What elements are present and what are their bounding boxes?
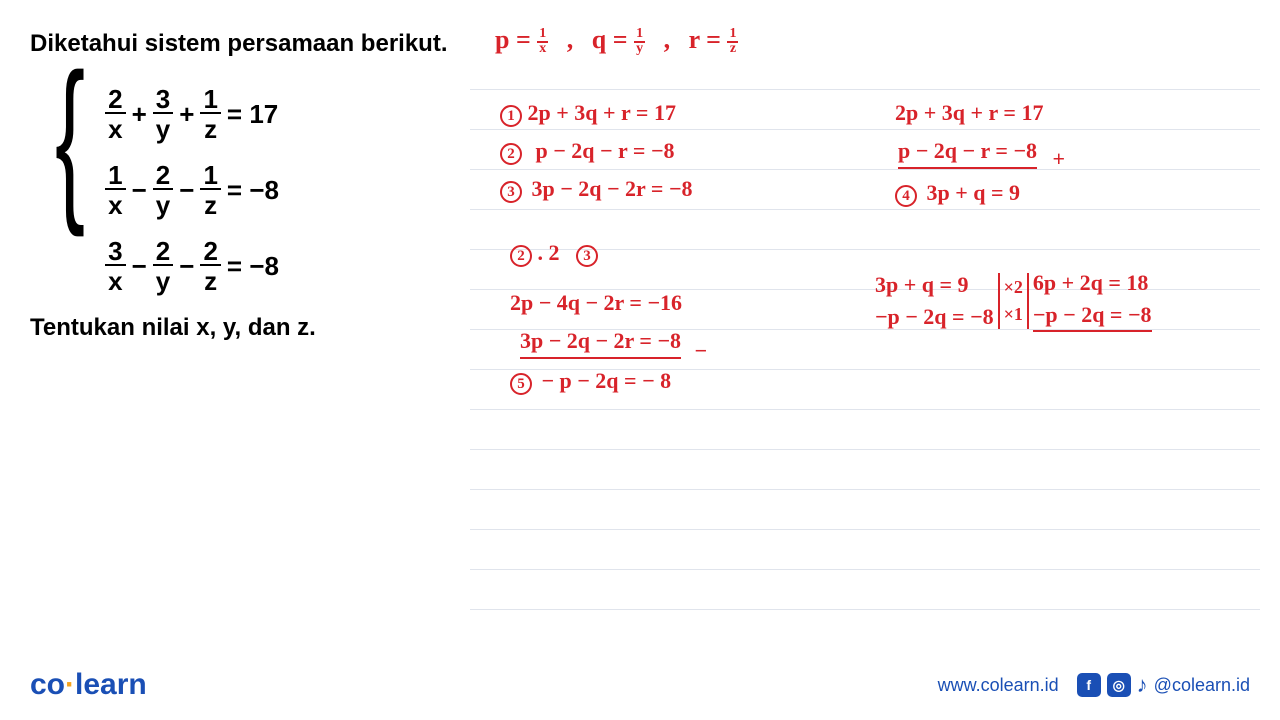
vertical-bar-icon: [998, 273, 1000, 329]
op: −: [132, 175, 147, 206]
frac-num: 2: [153, 238, 173, 266]
circled-num-icon: 1: [500, 105, 522, 127]
eq-text: −p − 2q = −8: [1033, 302, 1152, 332]
hw-l4: 2p − 4q − 2r = −16: [510, 290, 682, 316]
op: −: [179, 251, 194, 282]
step-label: 2 . 2 3: [510, 240, 598, 267]
hw-l6: 5 − p − 2q = − 8: [510, 368, 671, 395]
circled-num-icon: 4: [895, 185, 917, 207]
circled-num-icon: 3: [500, 181, 522, 203]
logo-learn: learn: [75, 668, 147, 701]
op: −: [132, 251, 147, 282]
footer: co·learn www.colearn.id f ◎ ♪ @colearn.i…: [30, 668, 1250, 702]
r-label: r =: [689, 25, 721, 54]
eq-text: p − 2q − r = −8: [536, 138, 675, 163]
rt-l3: 4 3p + q = 9: [895, 180, 1020, 207]
hw-eq-2: 2 p − 2q − r = −8: [500, 138, 674, 165]
socials: f ◎ ♪ @colearn.id: [1077, 672, 1250, 698]
substitution-line: p = 1x , q = 1y , r = 1z: [495, 25, 738, 56]
frac-num: 3: [153, 86, 173, 114]
problem-title: Diketahui sistem persamaan berikut.: [30, 30, 470, 58]
frac-den: z: [204, 266, 217, 294]
eq-text: 3p − 2q − 2r = −8: [520, 328, 681, 359]
frac-den: x: [539, 43, 546, 56]
comma: ,: [664, 25, 671, 54]
eq-text: 3p − 2q − 2r = −8: [532, 176, 693, 201]
logo-dot-icon: ·: [65, 668, 75, 701]
vertical-bar-icon: [1027, 273, 1029, 329]
frac-den: z: [204, 190, 217, 218]
q-label: q =: [592, 25, 628, 54]
frac-den: y: [636, 43, 643, 56]
frac-den: x: [108, 114, 122, 142]
equation-2: 1x − 2y − 1z = −8: [105, 162, 279, 218]
circled-num-icon: 2: [500, 143, 522, 165]
eq-text: − p − 2q = − 8: [542, 368, 672, 393]
hw-l5: 3p − 2q − 2r = −8 −: [520, 328, 707, 359]
step-dot: . 2: [538, 240, 560, 265]
facebook-icon[interactable]: f: [1077, 673, 1101, 697]
rhs: = 17: [227, 99, 278, 130]
footer-right: www.colearn.id f ◎ ♪ @colearn.id: [938, 672, 1250, 698]
frac-num: 3: [105, 238, 125, 266]
hw-eq-1: 1 2p + 3q + r = 17: [500, 100, 676, 127]
eq-text: −p − 2q = −8: [875, 304, 994, 330]
frac-num: 1: [105, 162, 125, 190]
social-handle[interactable]: @colearn.id: [1154, 675, 1250, 696]
instagram-icon[interactable]: ◎: [1107, 673, 1131, 697]
plus-sign: +: [1052, 146, 1065, 171]
comma: ,: [567, 25, 574, 54]
op: +: [132, 99, 147, 130]
frac-den: y: [156, 114, 170, 142]
rhs: = −8: [227, 251, 279, 282]
frac-num: 2: [200, 238, 220, 266]
frac-num: 1: [200, 162, 220, 190]
equation-1: 2x + 3y + 1z = 17: [105, 86, 279, 142]
p-label: p =: [495, 25, 531, 54]
rt-l1: 2p + 3q + r = 17: [895, 100, 1043, 126]
equations: 2x + 3y + 1z = 17 1x − 2y − 1z = −8 3x −…: [105, 86, 279, 294]
find-text: Tentukan nilai x, y, dan z.: [30, 314, 470, 342]
frac-num: 1: [200, 86, 220, 114]
frac-den: z: [730, 43, 736, 56]
frac-den: x: [108, 190, 122, 218]
frac-den: y: [156, 266, 170, 294]
circled-num-icon: 5: [510, 373, 532, 395]
hw-eq-3: 3 3p − 2q − 2r = −8: [500, 176, 692, 203]
rt-l2: p − 2q − r = −8 +: [898, 138, 1065, 169]
equation-3: 3x − 2y − 2z = −8: [105, 238, 279, 294]
brace-left: {: [55, 61, 85, 214]
equation-system: { 2x + 3y + 1z = 17 1x − 2y − 1z = −8 3x…: [40, 76, 470, 294]
rhs: = −8: [227, 175, 279, 206]
op: +: [179, 99, 194, 130]
frac-num: 2: [105, 86, 125, 114]
eq-text: p − 2q − r = −8: [898, 138, 1037, 169]
problem-area: Diketahui sistem persamaan berikut. { 2x…: [30, 30, 470, 342]
circled-num-icon: 3: [576, 245, 598, 267]
circled-num-icon: 2: [510, 245, 532, 267]
frac-num: 2: [153, 162, 173, 190]
frac-den: z: [204, 114, 217, 142]
eq-text: 3p + q = 9: [927, 180, 1021, 205]
frac-den: x: [108, 266, 122, 294]
rb-block: 3p + q = 9 −p − 2q = −8 ×2 ×1 6p + 2q = …: [875, 270, 1152, 332]
op: −: [179, 175, 194, 206]
frac-den: y: [156, 190, 170, 218]
logo: co·learn: [30, 668, 147, 702]
eq-text: 2p + 3q + r = 17: [528, 100, 676, 125]
eq-text: 3p + q = 9: [875, 272, 994, 298]
logo-co: co: [30, 668, 65, 701]
eq-text: 6p + 2q = 18: [1033, 270, 1152, 296]
minus-sign: −: [694, 338, 707, 363]
tiktok-icon[interactable]: ♪: [1137, 672, 1148, 698]
footer-url[interactable]: www.colearn.id: [938, 675, 1059, 696]
multiplier: ×2: [1004, 277, 1023, 298]
multiplier: ×1: [1004, 304, 1023, 325]
